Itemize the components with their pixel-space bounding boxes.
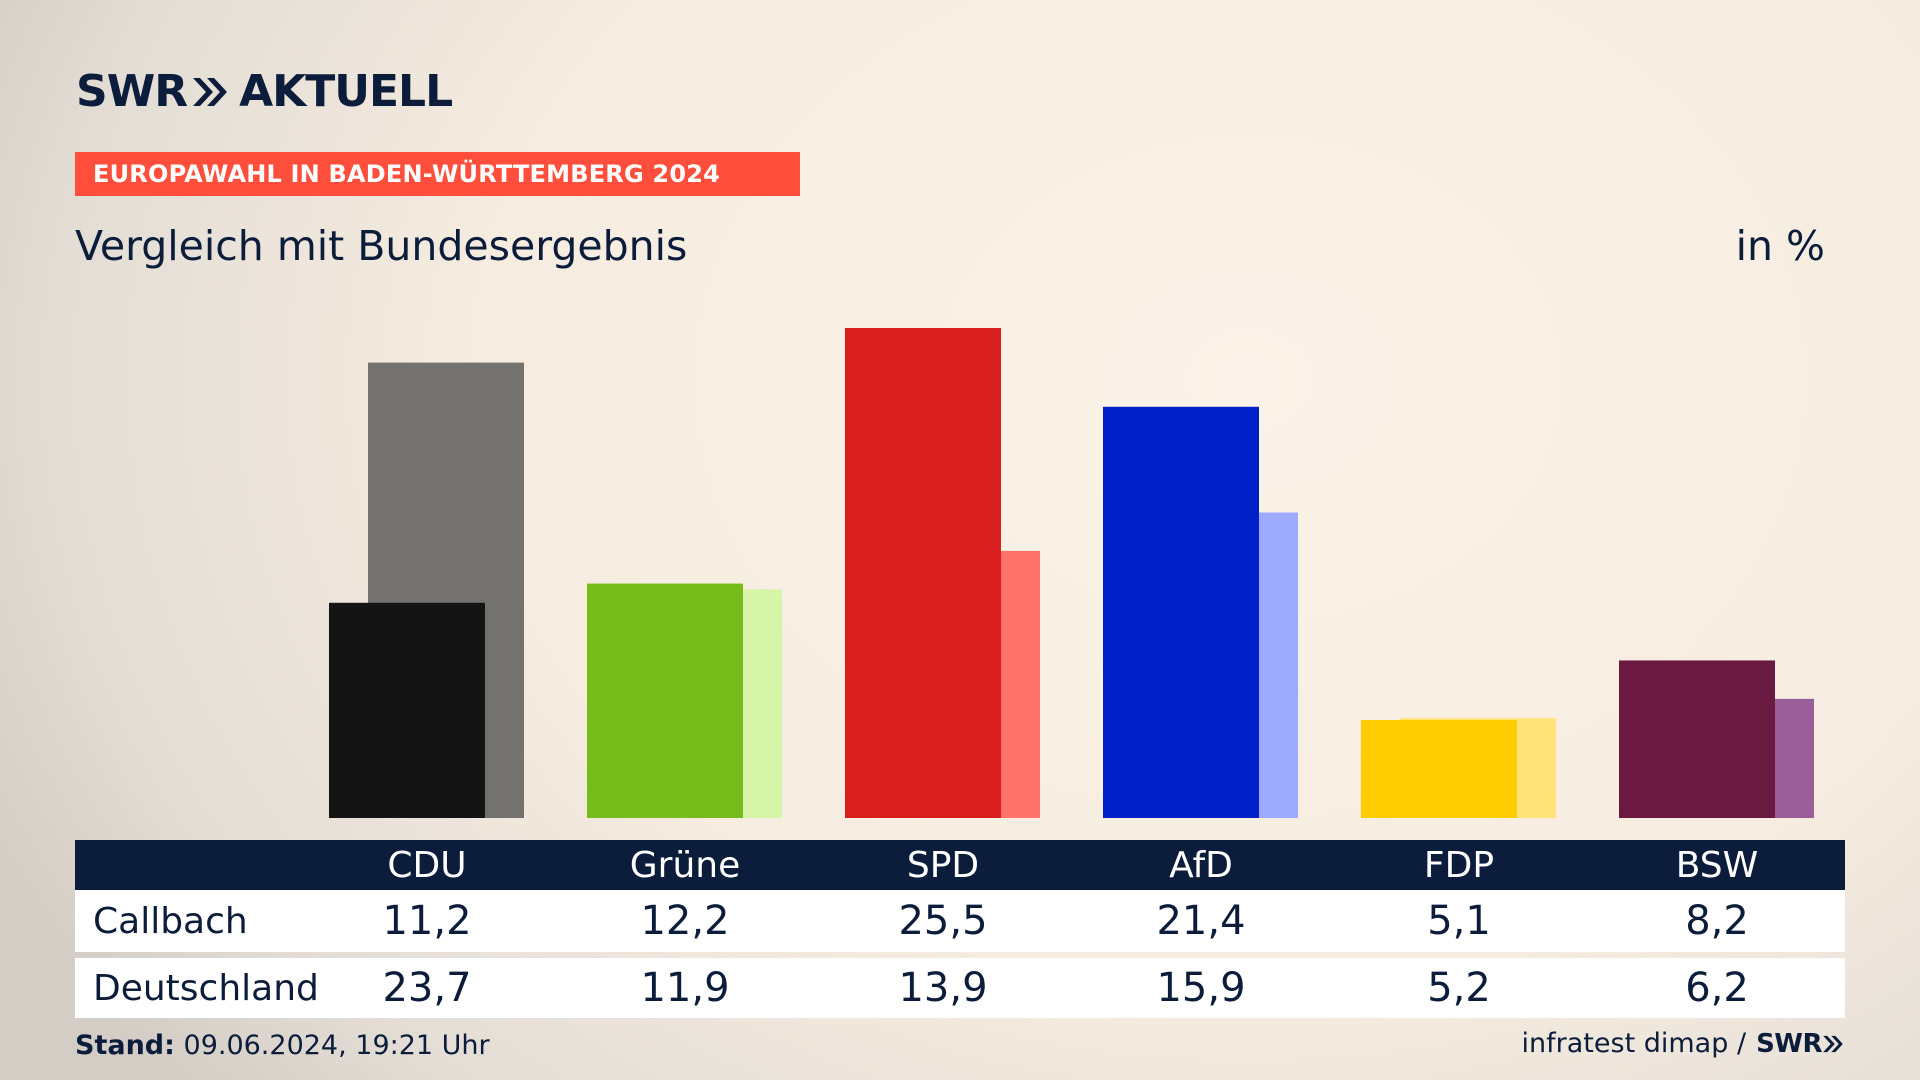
value-callbach-cdu: 11,2 xyxy=(382,898,472,944)
source-text: infratest dimap / xyxy=(1521,1028,1747,1059)
table-row-deutschland: Deutschland 23,7 11,9 13,9 15,9 5,2 6,2 xyxy=(75,958,1845,1018)
value-deutschland-grüne: 11,9 xyxy=(640,965,730,1011)
double-chevron-icon-small xyxy=(1823,1035,1843,1052)
election-banner: EUROPAWAHL IN BADEN-WÜRTTEMBERG 2024 xyxy=(75,152,800,196)
column-header-cdu: CDU xyxy=(387,844,467,886)
logo-swr-text: SWR xyxy=(76,66,188,117)
table-row-callbach: Callbach 11,2 12,2 25,5 21,4 5,1 8,2 xyxy=(75,890,1845,952)
value-deutschland-spd: 13,9 xyxy=(898,965,988,1011)
chart-subtitle: Vergleich mit Bundesergebnis xyxy=(75,222,688,270)
column-header-bsw: BSW xyxy=(1675,844,1759,886)
double-chevron-icon xyxy=(193,78,228,106)
swr-aktuell-logo: SWR AKTUELL xyxy=(76,66,453,117)
bar-chart xyxy=(329,328,1814,818)
value-callbach-afd: 21,4 xyxy=(1156,898,1246,944)
results-table: CDU Grüne SPD AfD FDP BSW Callbach 11,2 12,2 25… xyxy=(75,840,1845,1018)
value-callbach-spd: 25,5 xyxy=(898,898,988,944)
value-callbach-grüne: 12,2 xyxy=(640,898,730,944)
row-label: Deutschland xyxy=(93,967,319,1009)
column-header-spd: SPD xyxy=(906,844,980,886)
footer-swr-logo-text: SWR xyxy=(1756,1028,1822,1059)
footer-source: infratest dimap / SWR xyxy=(1522,1028,1844,1059)
bar-callbach-fdp xyxy=(1361,720,1517,818)
column-header-afd: AfD xyxy=(1169,844,1233,886)
value-deutschland-afd: 15,9 xyxy=(1156,965,1246,1011)
value-callbach-fdp: 5,1 xyxy=(1427,898,1491,944)
bar-callbach-bsw xyxy=(1619,660,1775,818)
bar-callbach-afd xyxy=(1103,406,1259,818)
value-deutschland-cdu: 23,7 xyxy=(382,965,472,1011)
stand-value: 09.06.2024, 19:21 Uhr xyxy=(183,1030,490,1061)
logo-aktuell-text: AKTUELL xyxy=(239,66,453,117)
stand-label: Stand: xyxy=(75,1030,175,1061)
row-label: Callbach xyxy=(93,900,248,942)
value-deutschland-bsw: 6,2 xyxy=(1685,965,1749,1011)
bar-callbach-cdu xyxy=(329,602,485,818)
value-deutschland-fdp: 5,2 xyxy=(1427,965,1491,1011)
table-header: CDU Grüne SPD AfD FDP BSW xyxy=(75,840,1845,890)
unit-label: in % xyxy=(1735,222,1825,270)
bar-callbach-grüne xyxy=(587,583,743,818)
value-callbach-bsw: 8,2 xyxy=(1685,898,1749,944)
column-header-fdp: FDP xyxy=(1423,844,1495,886)
column-header-grüne: Grüne xyxy=(629,844,741,886)
bar-callbach-spd xyxy=(845,328,1001,818)
footer-stand: Stand: 09.06.2024, 19:21 Uhr xyxy=(75,1030,490,1061)
